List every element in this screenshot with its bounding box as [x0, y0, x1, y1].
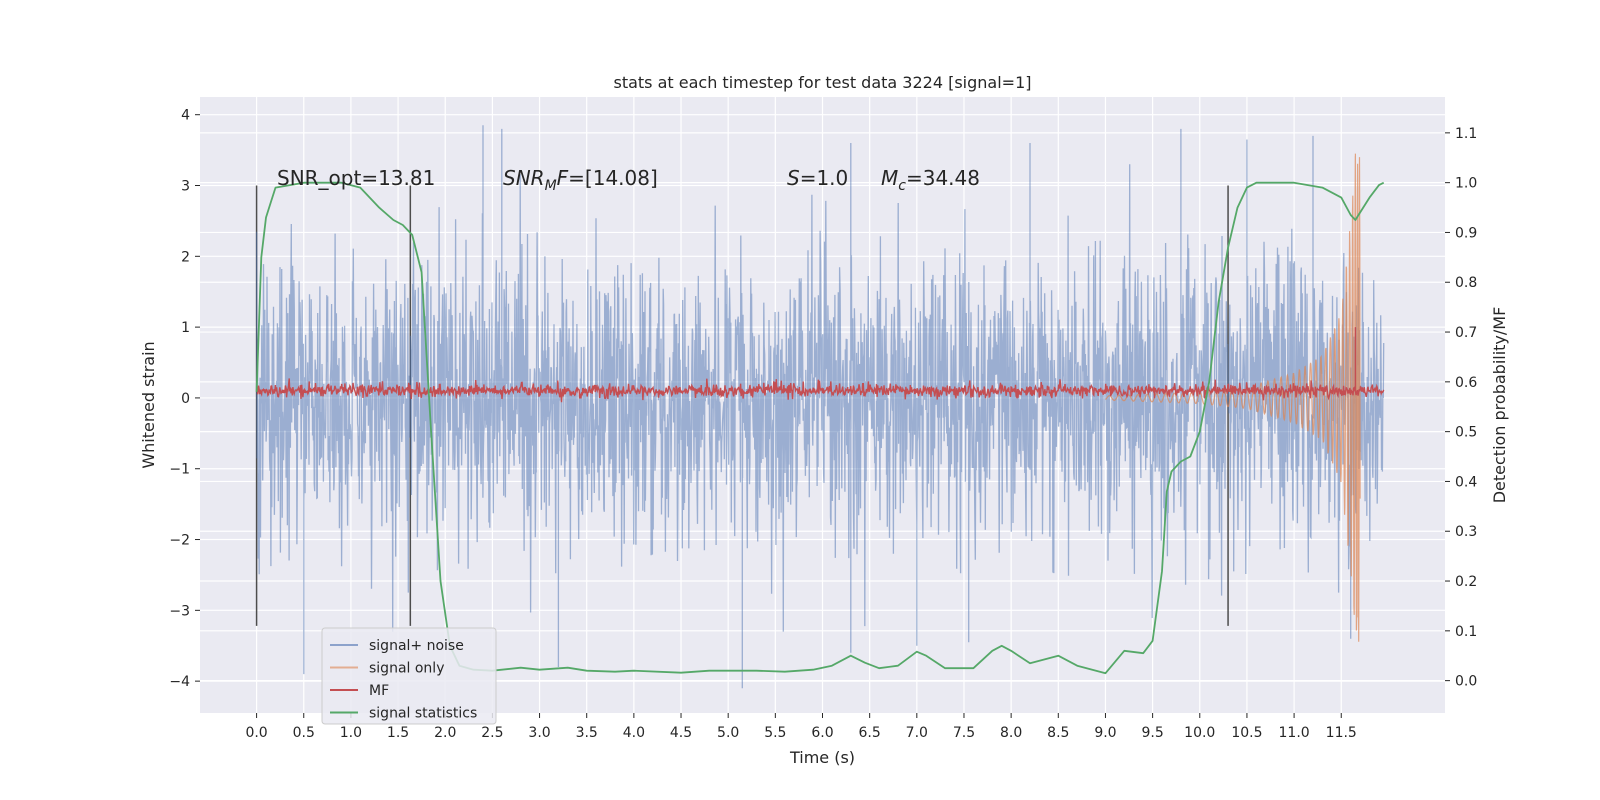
y2-tick-label: 0.7 [1455, 325, 1477, 341]
y-tick-label: 3 [181, 179, 190, 195]
s-value: =1.0 [800, 166, 849, 190]
legend-label: signal only [369, 661, 444, 677]
x-tick-label: 7.0 [906, 725, 928, 741]
mc-subscript: c [898, 178, 906, 194]
x-tick-label: 5.5 [764, 725, 786, 741]
x-tick-label: 6.0 [811, 725, 833, 741]
y-tick-label: 4 [181, 108, 190, 124]
x-tick-label: 9.0 [1094, 725, 1116, 741]
mc-name: M [881, 166, 898, 190]
y2-ticks: 0.0 0.1 0.2 0.3 0.4 0.5 0.6 0.7 0.8 0.9 1.0 1.1 [1445, 126, 1477, 690]
x-tick-label: 5.0 [717, 725, 739, 741]
y-tick-label: −4 [169, 674, 190, 690]
x-tick-label: 10.5 [1231, 725, 1262, 741]
legend-label: MF [369, 683, 389, 699]
x-ticks: 0.0 0.5 1.0 1.5 2.0 2.5 3.0 3.5 4.0 4.5 5.0 5.5 6.0 6… [245, 713, 1357, 741]
x-tick-label: 11.5 [1326, 725, 1357, 741]
x-tick-label: 8.5 [1047, 725, 1069, 741]
series-signal-noise [255, 125, 1385, 689]
x-tick-label: 0.5 [293, 725, 315, 741]
y-tick-label: −1 [169, 462, 190, 478]
s-name: S [787, 166, 800, 190]
y2-tick-label: 0.4 [1455, 474, 1477, 490]
annotation-mc: Mc=34.48 [881, 166, 980, 194]
x-tick-label: 2.0 [434, 725, 456, 741]
snr-mf-subscript: M [545, 178, 557, 194]
chart-title: stats at each timestep for test data 322… [613, 73, 1031, 92]
series-layer [255, 125, 1385, 689]
annotation-snr-mf: SNRMF=[14.08] [503, 166, 658, 194]
x-tick-label: 6.5 [859, 725, 881, 741]
series-signal-statistics [255, 181, 1385, 675]
legend: signal+ noise signal only MF signal statist… [321, 627, 497, 725]
x-tick-label: 4.5 [670, 725, 692, 741]
y2-tick-label: 0.0 [1455, 674, 1477, 690]
legend-label: signal+ noise [369, 638, 464, 654]
annotation-snr-opt: SNR_opt=13.81 [277, 166, 435, 190]
annotation-s: S=1.0 [787, 166, 848, 190]
legend-label: signal statistics [369, 706, 477, 722]
y-axis-label: Whitened strain [139, 341, 158, 468]
x-tick-label: 1.0 [340, 725, 362, 741]
annotations: SNR_opt=13.81 SNRMF=[14.08] S=1.0 Mc=34.… [277, 166, 980, 194]
y2-tick-label: 0.8 [1455, 275, 1477, 291]
x-tick-label: 8.0 [1000, 725, 1022, 741]
y2-tick-label: 0.3 [1455, 524, 1477, 540]
y2-tick-label: 0.6 [1455, 375, 1477, 391]
y-tick-label: 1 [181, 320, 190, 336]
y-tick-label: −2 [169, 533, 190, 549]
y2-tick-label: 0.2 [1455, 574, 1477, 590]
y-ticks: −4 −3 −2 −1 0 1 2 3 4 [169, 108, 200, 690]
series-mf [255, 327, 1385, 403]
snr-mf-f: F [557, 166, 569, 190]
y2-tick-label: 0.5 [1455, 425, 1477, 441]
y2-tick-label: 0.9 [1455, 225, 1477, 241]
mc-value: =34.48 [906, 166, 980, 190]
x-tick-label: 3.0 [528, 725, 550, 741]
x-tick-label: 4.0 [623, 725, 645, 741]
y2-axis-label: Detection probability/MF [1490, 307, 1509, 504]
x-tick-label: 11.0 [1279, 725, 1310, 741]
snr-mf-name: SNR [503, 166, 545, 190]
y-tick-label: −3 [169, 603, 190, 619]
x-tick-label: 3.5 [576, 725, 598, 741]
snr-mf-value: =[14.08] [568, 166, 658, 190]
y-tick-label: 2 [181, 249, 190, 265]
x-tick-label: 10.0 [1184, 725, 1215, 741]
y2-tick-label: 1.1 [1455, 126, 1477, 142]
legend-box [321, 627, 497, 725]
x-tick-label: 0.0 [245, 725, 267, 741]
x-tick-label: 7.5 [953, 725, 975, 741]
y-tick-label: 0 [181, 391, 190, 407]
y2-tick-label: 1.0 [1455, 176, 1477, 192]
y2-tick-label: 0.1 [1455, 624, 1477, 640]
x-tick-label: 9.5 [1141, 725, 1163, 741]
x-tick-label: 1.5 [387, 725, 409, 741]
x-tick-label: 2.5 [481, 725, 503, 741]
x-axis-label: Time (s) [789, 748, 855, 767]
